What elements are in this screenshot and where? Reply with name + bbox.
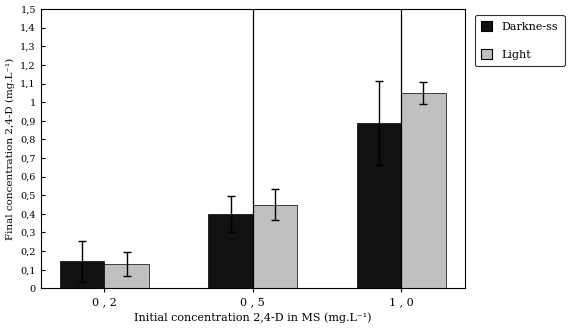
Bar [357, 123, 401, 288]
Legend: Darkne­ss, Light: Darkne­ss, Light [475, 14, 565, 66]
Bar [105, 264, 149, 288]
Bar [60, 261, 105, 288]
Bar [253, 205, 297, 288]
Y-axis label: Final concentration 2,4-D (mg.L⁻¹): Final concentration 2,4-D (mg.L⁻¹) [6, 58, 15, 240]
X-axis label: Initial concentration 2,4-D in MS (mg.L⁻¹): Initial concentration 2,4-D in MS (mg.L⁻… [134, 313, 371, 323]
Bar [208, 214, 253, 288]
Bar [401, 93, 446, 288]
